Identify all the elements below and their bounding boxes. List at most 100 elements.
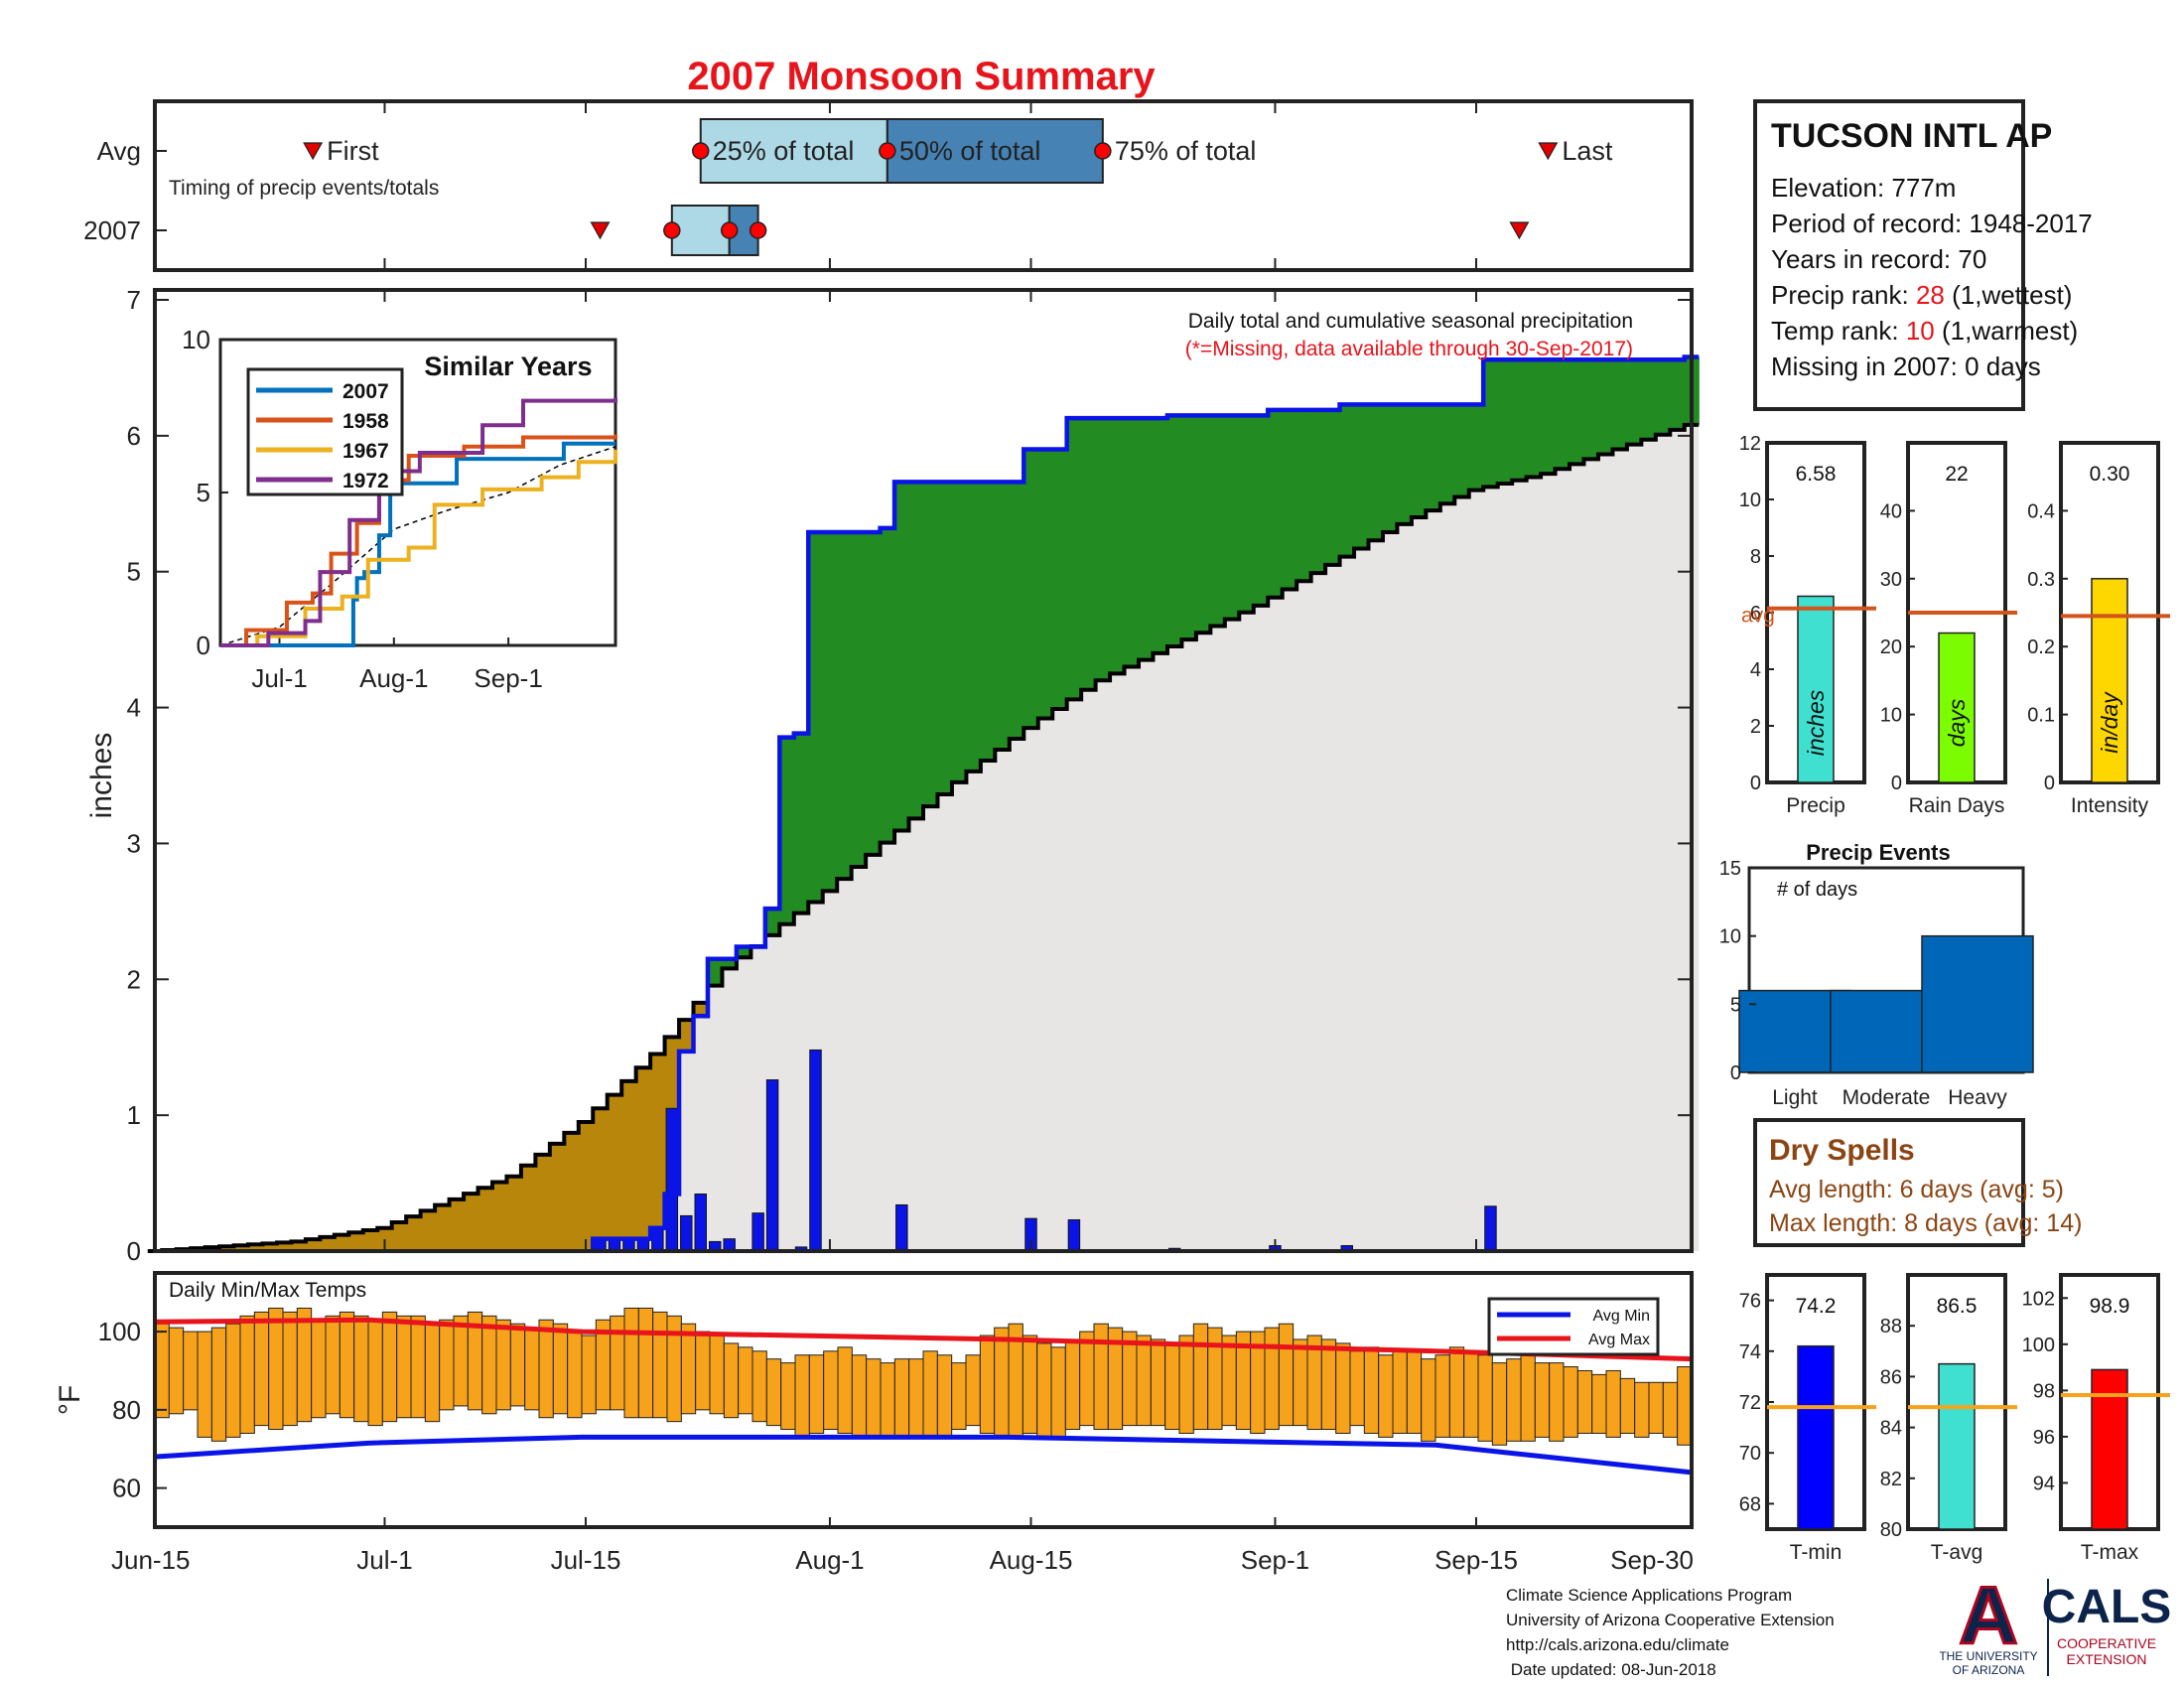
station-elevation: Elevation: 777m [1771, 173, 1956, 203]
cals-text: CALS [2042, 1581, 2172, 1633]
temp-range-bar [1050, 1346, 1066, 1438]
surplus-area [1368, 404, 1384, 541]
station-years: Years in record: 70 [1771, 244, 1986, 274]
events-category-label: Heavy [1948, 1086, 2007, 1109]
stat-ytick-label: 82 [1880, 1469, 1902, 1490]
temp-range-bar [1421, 1358, 1436, 1442]
temp-range-bar [1448, 1346, 1465, 1438]
inset-title: Similar Years [424, 352, 592, 381]
temp-range-bar [765, 1358, 782, 1427]
surplus-area [1139, 418, 1155, 660]
stat-ytick-label: 94 [2033, 1473, 2055, 1494]
timing-row-label-1: 2007 [83, 215, 141, 245]
surplus-area [822, 532, 838, 892]
stat-ytick-label: 0.4 [2027, 500, 2055, 522]
temp-range-bar [339, 1311, 355, 1419]
temp-range-bar [1136, 1335, 1152, 1427]
temp-range-bar [823, 1350, 839, 1431]
surplus-area [1110, 418, 1126, 674]
timing-label-q50: 50% of total [899, 136, 1041, 166]
surplus-area [1468, 404, 1484, 491]
temp-range-bar [424, 1323, 441, 1423]
temp-range-bar [866, 1358, 882, 1438]
deficit-area [305, 1239, 321, 1251]
station-temp-rank: Temp rank: 10 (1,warmest) [1771, 316, 2078, 346]
temp-rank-label: Temp rank: [1771, 316, 1906, 346]
temp-range-bar [453, 1315, 469, 1407]
university-of-arizona-logo[interactable]: A THE UNIVERSITY OF ARIZONA [1939, 1570, 2037, 1678]
deficit-area [219, 1246, 235, 1251]
dry-spells-box: Dry Spells Avg length: 6 days (avg: 5) M… [1753, 1118, 2082, 1247]
timing-triangle-first [590, 221, 611, 240]
events-title: Precip Events [1806, 840, 1951, 865]
inset-legend-label: 1967 [342, 440, 389, 463]
temp-range-bar [837, 1346, 853, 1434]
temp-range-bar [738, 1346, 753, 1415]
temp-range-bar [1534, 1362, 1551, 1438]
stat-ytick-label: 0.2 [2027, 636, 2055, 658]
stat-bar [1797, 1344, 1835, 1530]
temp-range-bar [524, 1327, 540, 1411]
temp-range-bar [1150, 1338, 1166, 1427]
surplus-area [1009, 482, 1024, 740]
surplus-area [793, 733, 809, 914]
temp-range-bar [381, 1311, 398, 1423]
stat-ytick-label: 84 [1880, 1418, 1902, 1440]
surplus-area [1555, 359, 1570, 470]
deficit-area [593, 1108, 609, 1239]
surplus-area [966, 482, 982, 772]
temp-range-bar [296, 1307, 313, 1423]
deficit-area [362, 1230, 378, 1251]
surplus-area [1037, 449, 1053, 719]
inset-series-2007 [220, 441, 615, 647]
temp-range-bar [1122, 1331, 1138, 1427]
dry-spells-max: Max length: 8 days (avg: 14) [1769, 1209, 2082, 1237]
surplus-area [1310, 409, 1326, 574]
temp-range-bar [994, 1327, 1010, 1438]
temp-range-bar [567, 1331, 583, 1419]
temp-range-bar [709, 1335, 725, 1415]
cals-sub-2: EXTENSION [2067, 1651, 2147, 1667]
temp-range-bar [623, 1307, 639, 1419]
inset-xtick-label: Aug-1 [359, 663, 428, 693]
daily-precip-bar [665, 1107, 679, 1252]
temp-frame [153, 1271, 1694, 1529]
surplus-area [1411, 404, 1427, 517]
cals-logo[interactable]: CALS COOPERATIVE EXTENSION [2042, 1581, 2172, 1667]
main-ytick-label: 4 [127, 693, 141, 723]
stat-ytick-label: 0 [1891, 773, 1902, 794]
stat-unit: in/day [2097, 691, 2122, 754]
temp-range-bar [581, 1335, 597, 1415]
temp-range-bar [1278, 1323, 1295, 1427]
deficit-area [233, 1245, 249, 1251]
stat-unit: inches [1803, 689, 1829, 756]
deficit-area [320, 1236, 336, 1251]
x-tick-label: Aug-15 [990, 1545, 1073, 1575]
footer-line-1: Climate Science Applications Program [1506, 1586, 1792, 1605]
temp-range-bar [1491, 1362, 1508, 1446]
temp-range-bar [1392, 1350, 1408, 1434]
surplus-area [722, 958, 738, 969]
footer-line-3: http://cals.arizona.edu/climate [1506, 1635, 1729, 1654]
temp-range-bar [168, 1327, 185, 1415]
stat-ytick-label: 74 [1739, 1341, 1761, 1363]
stat-label: Rain Days [1909, 794, 2005, 817]
daily-temps-chart: 60 80 100 Jun-15 Jul-1 Jul-15 Aug-1 Aug-15 Sep-1… [54, 1271, 1694, 1575]
stat-ytick-label: 0 [1750, 773, 1761, 794]
temp-range-bar [253, 1311, 270, 1427]
timing-triangle-last [1538, 142, 1559, 161]
temp-range-bar [509, 1323, 526, 1407]
deficit-area [276, 1242, 293, 1251]
temp-range-bar [225, 1323, 241, 1438]
surplus-area [1497, 359, 1513, 485]
temp-range-bar [538, 1319, 554, 1419]
stat-bar [1797, 595, 1835, 783]
surplus-area [866, 532, 882, 855]
surplus-area [1439, 404, 1455, 504]
footer-line-2: University of Arizona Cooperative Extens… [1506, 1611, 1835, 1629]
surplus-area [1253, 415, 1269, 606]
deficit-area [248, 1244, 264, 1251]
surplus-area [779, 737, 795, 924]
temp-range-bar [1634, 1381, 1650, 1438]
surplus-area [923, 482, 939, 807]
